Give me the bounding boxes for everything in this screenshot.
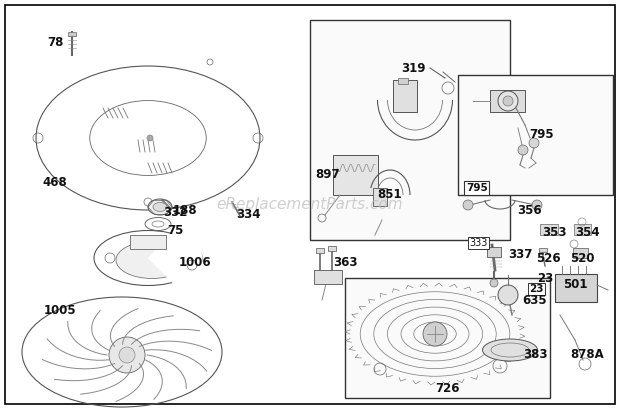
Circle shape [529, 138, 539, 148]
Circle shape [490, 279, 498, 287]
Circle shape [109, 337, 145, 373]
Text: 635: 635 [523, 294, 547, 306]
Text: 353: 353 [542, 225, 566, 238]
Text: eReplacementParts.com: eReplacementParts.com [216, 196, 404, 211]
Bar [373, 188, 387, 206]
Circle shape [498, 285, 518, 305]
Text: 878A: 878A [570, 348, 604, 362]
Text: 78: 78 [47, 36, 63, 49]
Circle shape [463, 200, 473, 210]
Text: 188: 188 [173, 204, 197, 216]
Bar [130, 235, 166, 249]
Text: 520: 520 [570, 252, 594, 265]
Text: 795: 795 [529, 128, 554, 142]
Bar [458, 75, 613, 195]
Ellipse shape [116, 241, 188, 279]
Text: 356: 356 [518, 204, 542, 216]
Bar [68, 32, 76, 36]
Circle shape [518, 145, 528, 155]
Bar [574, 224, 591, 235]
Text: 319: 319 [401, 61, 425, 74]
Bar [540, 224, 558, 235]
Bar [490, 90, 525, 112]
Bar [345, 278, 550, 398]
Ellipse shape [153, 202, 167, 211]
Bar [333, 155, 378, 195]
Text: 363: 363 [333, 256, 357, 268]
Text: 334: 334 [236, 207, 260, 220]
Bar [310, 20, 510, 240]
Text: 383: 383 [523, 348, 547, 362]
Circle shape [498, 91, 518, 111]
Bar [314, 270, 342, 284]
Circle shape [423, 322, 447, 346]
Bar [316, 248, 324, 253]
Circle shape [532, 200, 542, 210]
Circle shape [119, 347, 135, 363]
Bar [393, 80, 417, 112]
Text: 726: 726 [436, 382, 460, 395]
Text: 75: 75 [167, 223, 183, 236]
Text: 23: 23 [529, 284, 544, 294]
Bar [555, 274, 597, 302]
Ellipse shape [148, 199, 172, 215]
Bar [398, 78, 408, 84]
Ellipse shape [482, 339, 538, 361]
Wedge shape [148, 220, 202, 296]
Bar [573, 248, 588, 258]
Text: 897: 897 [316, 169, 340, 182]
Text: 333: 333 [469, 238, 488, 248]
Text: 468: 468 [43, 177, 68, 189]
Text: 337: 337 [508, 249, 532, 261]
Bar [539, 248, 547, 252]
Text: 795: 795 [466, 183, 488, 193]
Text: 851: 851 [378, 189, 402, 202]
Text: 526: 526 [536, 252, 560, 265]
Text: 501: 501 [563, 279, 587, 292]
Bar [487, 247, 501, 257]
Circle shape [503, 96, 513, 106]
Circle shape [147, 135, 153, 141]
Text: 354: 354 [576, 225, 600, 238]
Text: 1006: 1006 [179, 256, 211, 268]
Text: 1005: 1005 [43, 303, 76, 317]
Text: 332: 332 [163, 205, 187, 218]
Text: 23: 23 [537, 272, 553, 285]
Bar [328, 246, 336, 251]
